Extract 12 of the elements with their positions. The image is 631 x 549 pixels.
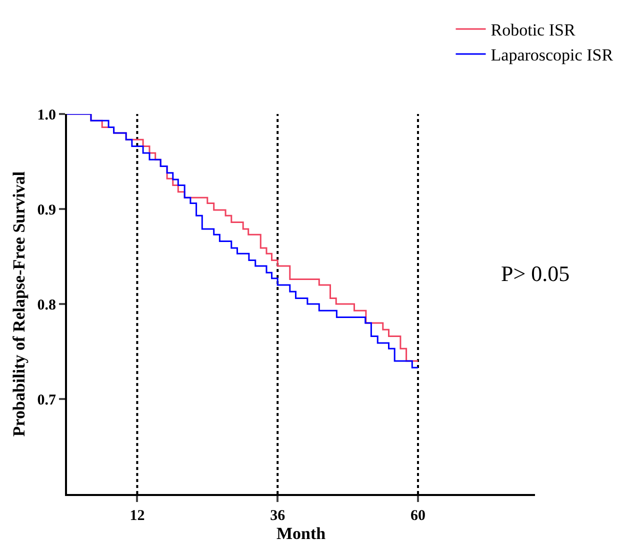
y-tick-label: 0.8: [37, 297, 56, 314]
y-tick-label: 1.0: [37, 107, 56, 124]
y-tick-label: 0.7: [37, 392, 56, 408]
x-tick-label: 36: [270, 508, 286, 524]
annotation: P> 0.05: [501, 261, 570, 286]
x-tick-label: 12: [130, 508, 145, 524]
y-axis-title: Probability of Relapse-Free Survival: [9, 171, 28, 437]
legend-label: Laparoscopic ISR: [490, 46, 614, 65]
y-tick-label: 0.9: [37, 202, 56, 218]
x-axis-title: Month: [276, 524, 326, 543]
x-tick-label: 60: [410, 508, 426, 524]
legend-label: Robotic ISR: [490, 20, 576, 40]
